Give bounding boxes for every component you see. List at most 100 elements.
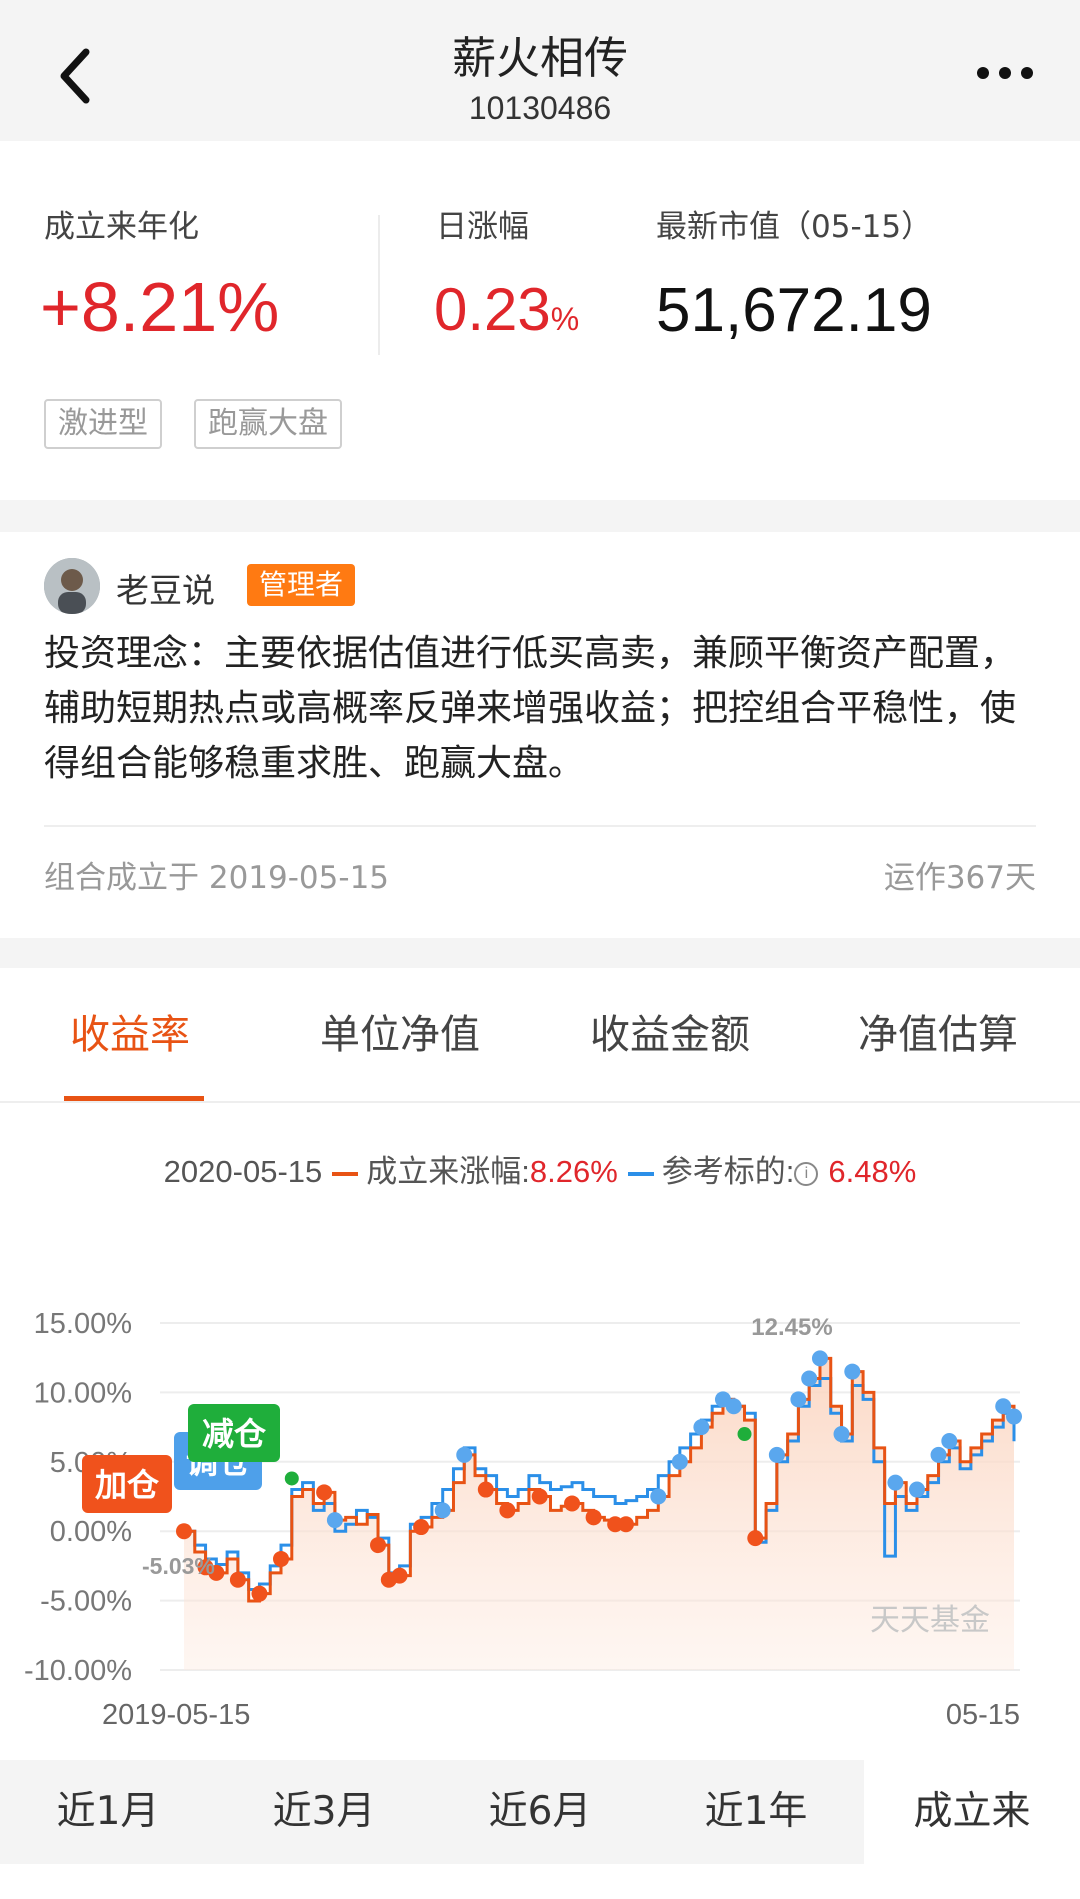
manager-card: 老豆说 管理者 投资理念：主要依据估值进行低买高卖，兼顾平衡资产配置，辅助短期热…: [0, 532, 1080, 938]
adjust-point[interactable]: [941, 1432, 958, 1449]
adjust-point[interactable]: [801, 1370, 818, 1387]
range-since-inception[interactable]: 成立来: [864, 1760, 1080, 1864]
annualized-label: 成立来年化: [44, 209, 199, 245]
daily-change-number: 0.23: [434, 276, 551, 343]
range-1y[interactable]: 近1年: [704, 1789, 808, 1834]
running-days: 运作367天: [883, 860, 1036, 896]
svg-text:加仓: 加仓: [95, 1466, 160, 1504]
legend-fund-value: 8.26%: [529, 1154, 618, 1189]
buy-point[interactable]: [564, 1495, 581, 1512]
adjust-point[interactable]: [887, 1474, 904, 1491]
legend-fund-label: 成立来涨幅:: [366, 1154, 530, 1189]
adjust-point[interactable]: [725, 1398, 742, 1415]
range-1m[interactable]: 近1月: [56, 1789, 160, 1834]
adjust-point[interactable]: [908, 1481, 925, 1498]
divider: [378, 215, 380, 355]
legend-bench-label: 参考标的:: [661, 1154, 795, 1189]
tag-aggressive: 激进型: [44, 399, 162, 449]
y-tick-label: -5.00%: [40, 1586, 132, 1618]
adjust-point[interactable]: [456, 1446, 473, 1463]
min-label: -5.03%: [142, 1553, 215, 1579]
summary-card: 成立来年化 +8.21% 日涨幅 0.23% 最新市值（05-15） 51,67…: [0, 141, 1080, 500]
x-start-label: 2019-05-15: [102, 1699, 250, 1731]
return-chart[interactable]: 15.00%10.00%5.00%0.00%-5.00%-10.00% 12.4…: [0, 968, 1080, 1760]
buy-point[interactable]: [229, 1571, 246, 1588]
market-value-label: 最新市值（05-15）: [656, 209, 933, 245]
max-label: 12.45%: [751, 1314, 832, 1341]
buy-point[interactable]: [747, 1530, 764, 1547]
buy-point[interactable]: [208, 1564, 225, 1581]
tab-return-amount[interactable]: 收益金额: [590, 1012, 750, 1058]
adjust-point[interactable]: [768, 1446, 785, 1463]
tab-return-rate[interactable]: 收益率: [70, 1012, 190, 1058]
adjust-point[interactable]: [434, 1502, 451, 1519]
svg-text:减仓: 减仓: [202, 1415, 267, 1453]
daily-change-label: 日涨幅: [436, 209, 529, 245]
manager-name[interactable]: 老豆说: [116, 571, 215, 610]
buy-point[interactable]: [316, 1484, 333, 1501]
adjust-point[interactable]: [833, 1426, 850, 1443]
adjust-point[interactable]: [693, 1419, 710, 1436]
adjust-point[interactable]: [671, 1453, 688, 1470]
adjust-point[interactable]: [995, 1398, 1012, 1415]
daily-change-value: 0.23%: [434, 275, 579, 344]
market-value: 51,672.19: [656, 276, 932, 345]
buy-point[interactable]: [477, 1481, 494, 1498]
buy-point[interactable]: [251, 1585, 268, 1602]
info-icon[interactable]: i: [794, 1161, 819, 1186]
adjust-point[interactable]: [1006, 1408, 1022, 1425]
range-selector: 近1月 近3月 近6月 近1年 成立来: [0, 1760, 1080, 1864]
sell-point[interactable]: [284, 1471, 299, 1486]
chevron-left-icon[interactable]: [52, 44, 104, 108]
adjust-point[interactable]: [811, 1350, 828, 1367]
active-tab-indicator: [64, 1096, 204, 1101]
buy-point[interactable]: [176, 1523, 192, 1540]
buy-point[interactable]: [531, 1488, 548, 1505]
legend-bench-value: 6.48%: [828, 1154, 917, 1189]
x-end-label: 05-15: [946, 1699, 1020, 1731]
page-title: 薪火相传: [452, 33, 628, 84]
adjust-point[interactable]: [650, 1488, 667, 1505]
top-bar: 薪火相传 10130486: [0, 0, 1080, 141]
more-dots-icon[interactable]: [975, 60, 1035, 86]
buy-point[interactable]: [499, 1502, 516, 1519]
y-tick-label: -10.00%: [24, 1655, 132, 1687]
range-3m[interactable]: 近3月: [272, 1789, 376, 1834]
buy-point[interactable]: [273, 1550, 290, 1567]
fund-area: [184, 1358, 1014, 1670]
bench-line: [184, 1377, 1016, 1591]
portfolio-code: 10130486: [468, 90, 612, 126]
investment-philosophy: 投资理念：主要依据估值进行低买高卖，兼顾平衡资产配置，辅助短期热点或高概率反弹来…: [44, 633, 1017, 784]
daily-change-unit: %: [550, 301, 580, 337]
add-marker[interactable]: 加仓: [82, 1455, 172, 1513]
adjust-point[interactable]: [790, 1391, 807, 1408]
avatar[interactable]: [44, 558, 100, 614]
reduce-marker[interactable]: 减仓: [188, 1404, 280, 1462]
established-date: 组合成立于 2019-05-15: [44, 860, 390, 896]
range-6m[interactable]: 近6月: [488, 1789, 592, 1834]
annualized-value: +8.21%: [40, 268, 280, 346]
buy-point[interactable]: [617, 1516, 634, 1533]
divider: [0, 1101, 1080, 1103]
buy-point[interactable]: [413, 1519, 430, 1536]
chart-legend: 2020-05-15 成立来涨幅:8.26% 参考标的: i 6.48%: [0, 1146, 1080, 1191]
buy-point[interactable]: [585, 1509, 602, 1526]
buy-point[interactable]: [391, 1567, 408, 1584]
manager-badge: 管理者: [247, 564, 356, 606]
sell-point[interactable]: [737, 1427, 752, 1442]
adjust-point[interactable]: [930, 1446, 947, 1463]
legend-date: 2020-05-15: [163, 1154, 323, 1189]
divider: [44, 825, 1036, 827]
tab-unit-nav[interactable]: 单位净值: [320, 1012, 480, 1058]
tag-beat-market: 跑赢大盘: [194, 399, 342, 449]
y-tick-label: 15.00%: [34, 1308, 132, 1340]
adjust-point[interactable]: [844, 1363, 861, 1380]
buy-point[interactable]: [370, 1537, 387, 1554]
y-tick-label: 10.00%: [34, 1377, 132, 1409]
tab-nav-estimate[interactable]: 净值估算: [858, 1012, 1018, 1058]
watermark: 天天基金: [870, 1603, 990, 1638]
y-tick-label: 0.00%: [50, 1516, 132, 1548]
adjust-point[interactable]: [326, 1512, 343, 1529]
fund-line-swatch: [332, 1171, 359, 1176]
bench-line-swatch: [627, 1171, 654, 1176]
